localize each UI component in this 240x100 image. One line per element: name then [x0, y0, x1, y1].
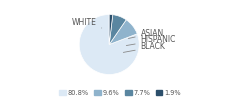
Text: BLACK: BLACK	[123, 42, 166, 52]
Wedge shape	[109, 20, 137, 44]
Wedge shape	[79, 14, 139, 74]
Text: WHITE: WHITE	[71, 18, 102, 28]
Wedge shape	[109, 15, 126, 44]
Text: ASIAN: ASIAN	[128, 29, 164, 38]
Legend: 80.8%, 9.6%, 7.7%, 1.9%: 80.8%, 9.6%, 7.7%, 1.9%	[56, 87, 184, 99]
Text: HISPANIC: HISPANIC	[126, 36, 176, 46]
Wedge shape	[109, 14, 113, 44]
